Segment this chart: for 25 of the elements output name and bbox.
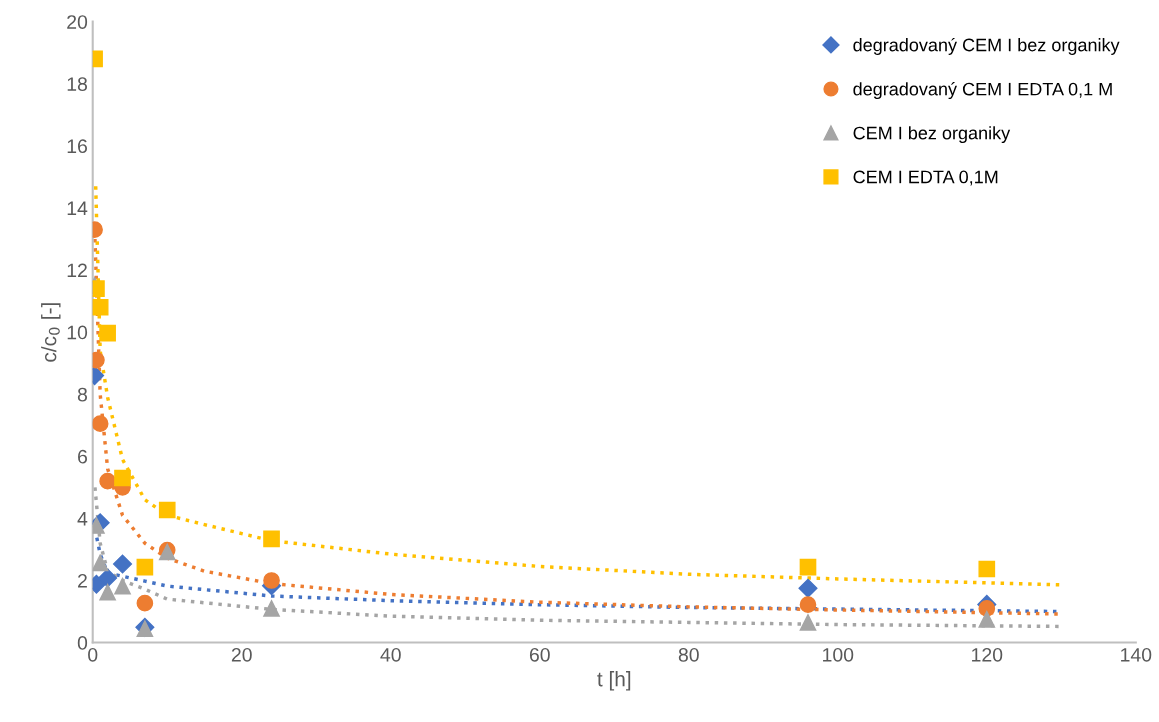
y-tick-label: 18 <box>67 77 88 91</box>
x-tick-label: 100 <box>823 647 854 662</box>
y-tick-label: 20 <box>67 15 88 29</box>
x-tick-label: 40 <box>380 647 401 662</box>
legend-label: CEM I bez organiky <box>853 126 1011 143</box>
x-tick-label: 80 <box>678 647 699 662</box>
y-tick-label: 14 <box>67 201 88 215</box>
y-tick-label: 16 <box>67 139 88 154</box>
y-tick-label: 4 <box>77 512 88 526</box>
legend-label: degradovaný CEM I EDTA 0,1 M <box>853 82 1112 100</box>
x-tick-label: 140 <box>1121 647 1152 662</box>
x-tick-label: 60 <box>529 647 550 662</box>
legend-label: CEM I EDTA 0,1M <box>853 170 998 186</box>
y-tick-label: 2 <box>78 573 87 588</box>
y-tick-label: 0 <box>77 636 88 650</box>
y-tick-label: 8 <box>77 387 88 402</box>
x-axis-title: t [h] <box>597 671 631 691</box>
legend-label: degradovaný CEM I bez organiky <box>853 37 1120 55</box>
x-tick-label: 20 <box>231 647 252 662</box>
y-tick-label: 10 <box>67 325 88 340</box>
x-tick-label: 0 <box>88 647 98 662</box>
y-tick-label: 12 <box>67 263 87 278</box>
y-tick-label: 6 <box>78 449 88 464</box>
y-axis-title: c/c$_{0}$ [-] <box>41 303 61 362</box>
x-tick-label: 120 <box>972 647 1003 662</box>
